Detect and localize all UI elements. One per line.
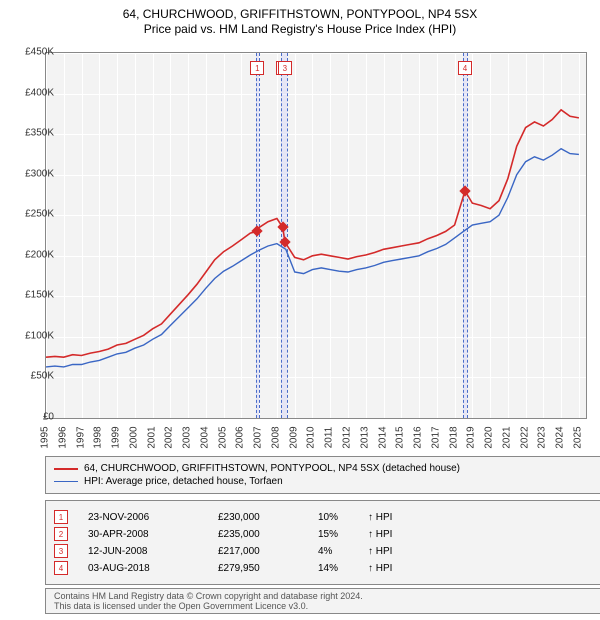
tx-marker: 2	[54, 527, 68, 541]
x-axis-label: 2002	[164, 426, 175, 448]
x-axis-label: 2010	[306, 426, 317, 448]
legend: 64, CHURCHWOOD, GRIFFITHSTOWN, PONTYPOOL…	[45, 456, 600, 494]
title-block: 64, CHURCHWOOD, GRIFFITHSTOWN, PONTYPOOL…	[0, 0, 600, 36]
y-axis-label: £0	[14, 412, 54, 423]
tx-date: 23-NOV-2006	[88, 512, 218, 523]
legend-row: HPI: Average price, detached house, Torf…	[54, 476, 592, 487]
x-axis-label: 2004	[199, 426, 210, 448]
tx-price: £235,000	[218, 529, 318, 540]
tx-date: 03-AUG-2018	[88, 563, 218, 574]
chart-container: 64, CHURCHWOOD, GRIFFITHSTOWN, PONTYPOOL…	[0, 0, 600, 620]
x-axis-label: 2022	[519, 426, 530, 448]
legend-swatch	[54, 468, 78, 470]
x-axis-label: 2009	[288, 426, 299, 448]
y-axis-label: £400K	[14, 87, 54, 98]
tx-hpi-arrow: ↑ HPI	[368, 512, 392, 523]
x-axis-label: 2013	[359, 426, 370, 448]
x-axis-label: 2006	[235, 426, 246, 448]
legend-label: 64, CHURCHWOOD, GRIFFITHSTOWN, PONTYPOOL…	[84, 463, 460, 474]
tx-pct: 15%	[318, 529, 368, 540]
tx-pct: 4%	[318, 546, 368, 557]
x-axis-label: 2005	[217, 426, 228, 448]
x-axis-label: 2008	[270, 426, 281, 448]
transaction-row: 2 30-APR-2008£235,00015%↑ HPI	[54, 527, 592, 541]
x-axis-label: 2017	[430, 426, 441, 448]
x-axis-label: 2023	[537, 426, 548, 448]
title-line-1: 64, CHURCHWOOD, GRIFFITHSTOWN, PONTYPOOL…	[0, 7, 600, 21]
legend-label: HPI: Average price, detached house, Torf…	[84, 476, 283, 487]
x-axis-label: 2024	[555, 426, 566, 448]
x-axis-label: 2025	[572, 426, 583, 448]
x-axis-label: 1998	[93, 426, 104, 448]
tx-price: £217,000	[218, 546, 318, 557]
x-axis-label: 2015	[395, 426, 406, 448]
tx-marker: 1	[54, 510, 68, 524]
x-axis-label: 1996	[57, 426, 68, 448]
y-axis-label: £200K	[14, 249, 54, 260]
x-axis-label: 1999	[111, 426, 122, 448]
chart-plot-area: 1234	[45, 52, 587, 419]
footer-licence: Contains HM Land Registry data © Crown c…	[45, 588, 600, 614]
x-axis-label: 2018	[448, 426, 459, 448]
x-axis-label: 2003	[182, 426, 193, 448]
x-axis-label: 2016	[413, 426, 424, 448]
y-axis-label: £150K	[14, 290, 54, 301]
tx-date: 12-JUN-2008	[88, 546, 218, 557]
tx-marker: 3	[54, 544, 68, 558]
tx-pct: 10%	[318, 512, 368, 523]
y-axis-label: £100K	[14, 330, 54, 341]
x-axis-label: 2001	[146, 426, 157, 448]
x-axis-label: 2021	[501, 426, 512, 448]
tx-hpi-arrow: ↑ HPI	[368, 563, 392, 574]
series-svg	[46, 53, 586, 418]
series-hpi	[46, 149, 579, 367]
x-axis-label: 1995	[40, 426, 51, 448]
title-line-2: Price paid vs. HM Land Registry's House …	[0, 22, 600, 36]
y-axis-label: £50K	[14, 371, 54, 382]
y-axis-label: £350K	[14, 128, 54, 139]
tx-price: £279,950	[218, 563, 318, 574]
legend-swatch	[54, 481, 78, 482]
x-axis-label: 1997	[75, 426, 86, 448]
event-marker-4: 4	[458, 61, 472, 75]
series-property	[46, 110, 579, 357]
tx-date: 30-APR-2008	[88, 529, 218, 540]
event-marker-3: 3	[278, 61, 292, 75]
tx-marker: 4	[54, 561, 68, 575]
x-axis-label: 2011	[324, 427, 335, 449]
event-marker-1: 1	[250, 61, 264, 75]
footer-line-1: Contains HM Land Registry data © Crown c…	[54, 591, 592, 601]
transaction-row: 4 03-AUG-2018£279,95014%↑ HPI	[54, 561, 592, 575]
x-axis-label: 2019	[466, 426, 477, 448]
legend-row: 64, CHURCHWOOD, GRIFFITHSTOWN, PONTYPOOL…	[54, 463, 592, 474]
tx-pct: 14%	[318, 563, 368, 574]
x-axis-label: 2000	[128, 426, 139, 448]
transaction-row: 1 23-NOV-2006£230,00010%↑ HPI	[54, 510, 592, 524]
transaction-row: 3 12-JUN-2008£217,0004%↑ HPI	[54, 544, 592, 558]
transactions-table: 123-NOV-2006£230,00010%↑ HPI230-APR-2008…	[45, 500, 600, 585]
x-axis-label: 2012	[341, 426, 352, 448]
tx-hpi-arrow: ↑ HPI	[368, 529, 392, 540]
x-axis-label: 2014	[377, 426, 388, 448]
footer-line-2: This data is licensed under the Open Gov…	[54, 601, 592, 611]
tx-hpi-arrow: ↑ HPI	[368, 546, 392, 557]
tx-price: £230,000	[218, 512, 318, 523]
y-axis-label: £250K	[14, 209, 54, 220]
x-axis-label: 2020	[484, 426, 495, 448]
y-axis-label: £450K	[14, 47, 54, 58]
x-axis-label: 2007	[253, 426, 264, 448]
y-axis-label: £300K	[14, 168, 54, 179]
gridline-y	[46, 418, 586, 419]
